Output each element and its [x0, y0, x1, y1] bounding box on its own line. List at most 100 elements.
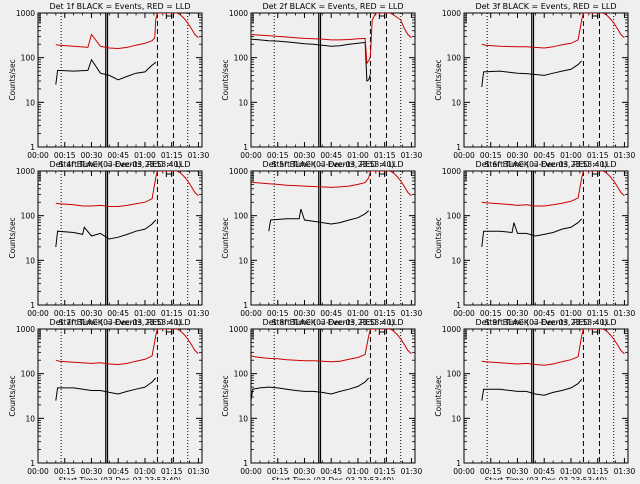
series-line-events: [481, 378, 583, 401]
x-tick-label: 00:45: [107, 467, 129, 476]
y-tick-label: 100: [234, 370, 249, 379]
x-tick-label: 00:45: [107, 309, 129, 318]
x-tick-label: 00:15: [480, 309, 502, 318]
x-tick-label: 01:30: [188, 467, 210, 476]
x-axis-label: Start Time (03-Dec-03 23:53:40): [59, 476, 181, 480]
y-tick-label: 10: [25, 256, 35, 265]
axes-frame: [250, 170, 416, 306]
x-tick-label: 00:00: [27, 309, 49, 318]
x-tick-label: 00:15: [267, 309, 289, 318]
x-tick-label: 00:15: [267, 151, 289, 160]
series-line-lld: [251, 171, 412, 197]
panel-det-9f: Det 9f BLACK = Events, RED = LLD 1 10 100 10…: [434, 318, 635, 484]
x-tick-label: 01:15: [374, 467, 396, 476]
x-tick-label: 00:30: [81, 309, 103, 318]
panel-det-8f: Det 8f BLACK = Events, RED = LLD 1 10 100 10…: [221, 318, 423, 484]
x-tick-label: 00:00: [27, 151, 49, 160]
x-tick-label: 00:15: [267, 467, 289, 476]
x-tick-label: 00:15: [54, 151, 76, 160]
y-tick-label: 100: [21, 212, 36, 221]
x-tick-label: 00:30: [81, 467, 103, 476]
x-tick-label: 01:30: [614, 151, 636, 160]
x-tick-label: 00:00: [453, 151, 475, 160]
y-tick-label: 1000: [16, 167, 35, 176]
panel-title: Det 4f BLACK = Events, RED = LLD: [49, 160, 190, 169]
panel-det-7f: Det 7f BLACK = Events, RED = LLD 1 10 100 10…: [8, 318, 210, 484]
y-axis-label: Counts/sec: [221, 217, 230, 258]
x-tick-label: 00:30: [294, 309, 316, 318]
panel-title: Det 7f BLACK = Events, RED = LLD: [49, 318, 190, 327]
y-axis-label: Counts/sec: [221, 59, 230, 100]
x-axis-label: Start Time (03-Dec-03 23:53:40): [272, 476, 394, 480]
x-tick-label: 00:30: [294, 151, 316, 160]
x-tick-label: 00:00: [240, 309, 262, 318]
y-axis-label: Counts/sec: [8, 375, 17, 416]
panel-det-1f: Det 1f BLACK = Events, RED = LLD 1 10 100 10…: [8, 2, 209, 169]
y-tick-label: 100: [234, 212, 249, 221]
x-tick-label: 00:30: [507, 309, 529, 318]
panel-det-4f: Det 4f BLACK = Events, RED = LLD 1 10 100 10…: [8, 160, 209, 327]
x-tick-label: 00:45: [320, 467, 342, 476]
series-line-lld: [481, 171, 625, 207]
x-tick-label: 01:00: [347, 309, 369, 318]
series-line-events: [251, 377, 370, 401]
x-tick-label: 01:15: [587, 467, 609, 476]
x-tick-label: 00:15: [480, 151, 502, 160]
y-tick-label: 10: [451, 414, 461, 423]
panel-title: Det 3f BLACK = Events, RED = LLD: [475, 2, 616, 11]
x-tick-label: 01:30: [188, 151, 210, 160]
axes-frame: [463, 170, 629, 306]
x-tick-label: 00:30: [294, 467, 316, 476]
axes-frame: [463, 328, 629, 464]
y-axis-label: Counts/sec: [434, 217, 443, 258]
x-axis-label: Start Time (03-Dec-03 23:53:40): [272, 318, 394, 327]
panel-title: Det 9f BLACK = Events, RED = LLD: [475, 318, 616, 327]
series-line-lld: [251, 13, 412, 65]
x-tick-label: 01:00: [347, 151, 369, 160]
x-tick-label: 01:30: [401, 151, 423, 160]
x-tick-label: 00:45: [533, 151, 555, 160]
y-tick-label: 1000: [16, 9, 35, 18]
axes-frame: [37, 328, 203, 464]
series-line-events: [268, 208, 370, 232]
y-tick-label: 10: [25, 98, 35, 107]
x-tick-label: 01:30: [401, 467, 423, 476]
x-axis-label: Start Time (03-Dec-03 23:53:40): [59, 318, 181, 327]
x-tick-label: 01:15: [161, 467, 183, 476]
x-axis-label: Start Time (03-Dec-03 23:53:40): [485, 318, 607, 327]
x-tick-label: 01:15: [161, 151, 183, 160]
x-tick-label: 00:30: [507, 467, 529, 476]
x-tick-label: 00:45: [533, 467, 555, 476]
y-tick-label: 1000: [442, 167, 461, 176]
y-tick-label: 1000: [16, 325, 35, 334]
x-tick-label: 01:15: [374, 309, 396, 318]
x-tick-label: 00:00: [453, 309, 475, 318]
x-tick-label: 01:30: [614, 309, 636, 318]
series-line-lld: [481, 329, 625, 366]
y-tick-label: 10: [238, 414, 248, 423]
x-tick-label: 01:00: [560, 151, 582, 160]
y-tick-label: 1: [456, 301, 461, 310]
x-tick-label: 00:15: [54, 467, 76, 476]
series-line-lld: [55, 171, 199, 207]
series-line-events: [251, 38, 371, 82]
x-tick-label: 01:15: [161, 309, 183, 318]
x-tick-label: 01:30: [401, 309, 423, 318]
x-tick-label: 01:00: [134, 467, 156, 476]
y-tick-label: 1: [30, 459, 35, 468]
y-tick-label: 1: [243, 301, 248, 310]
x-tick-label: 01:00: [560, 467, 582, 476]
y-tick-label: 1000: [442, 325, 461, 334]
x-tick-label: 00:30: [81, 151, 103, 160]
x-axis-label: Start Time (03-Dec-03 23:53:40): [59, 160, 181, 169]
series-line-events: [55, 377, 157, 401]
y-tick-label: 1: [243, 143, 248, 152]
x-tick-label: 00:00: [27, 467, 49, 476]
x-tick-label: 00:45: [533, 309, 555, 318]
panel-det-3f: Det 3f BLACK = Events, RED = LLD 1 10 100 10…: [434, 2, 635, 169]
x-axis-label: Start Time (03-Dec-03 23:53:40): [272, 160, 394, 169]
series-line-lld: [251, 329, 412, 363]
panel-det-2f: Det 2f BLACK = Events, RED = LLD 1 10 100 10…: [221, 2, 422, 169]
